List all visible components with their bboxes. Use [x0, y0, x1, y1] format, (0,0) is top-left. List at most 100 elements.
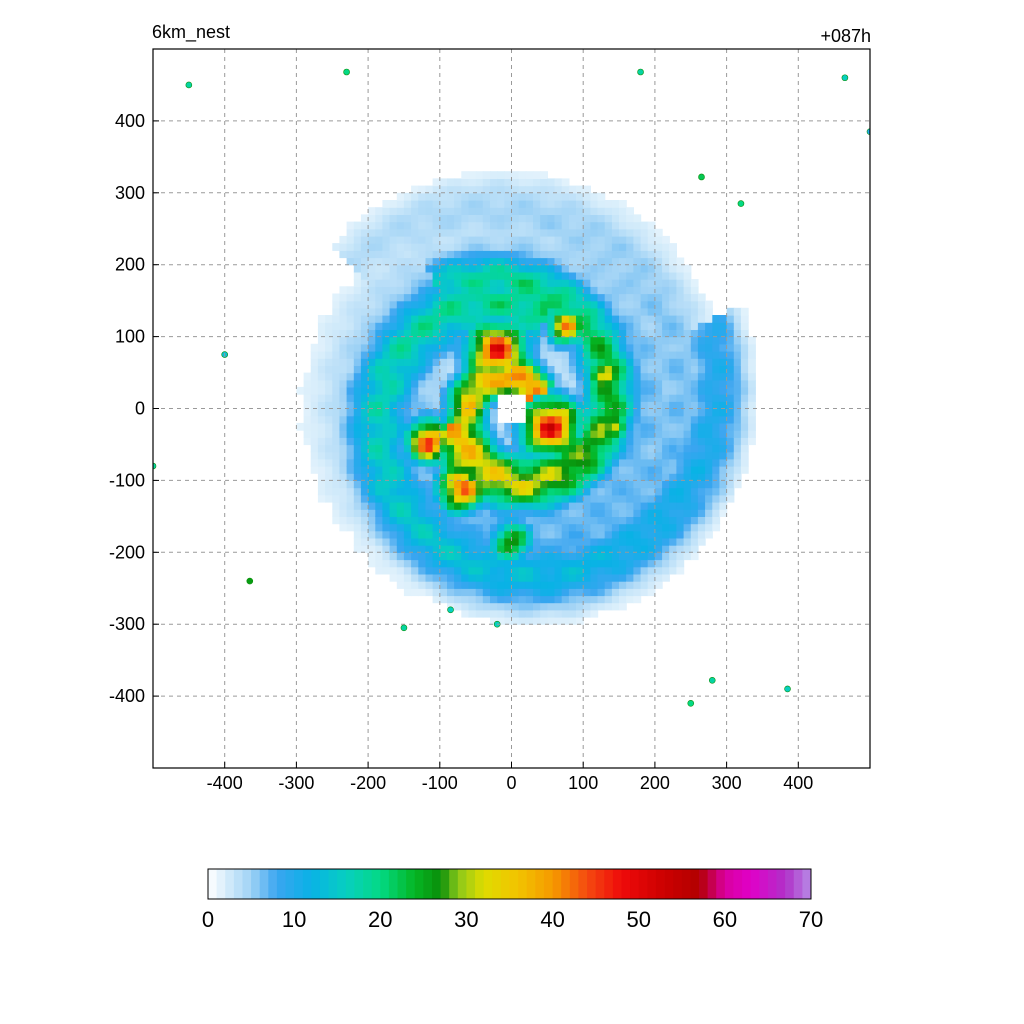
field-cell [454, 401, 462, 410]
field-cell [683, 329, 692, 338]
field-cell [619, 386, 627, 395]
field-cell [317, 343, 326, 352]
field-cell [533, 581, 541, 589]
field-cell [447, 509, 455, 517]
field-cell [346, 401, 355, 410]
field-cell [482, 559, 491, 568]
field-cell [611, 379, 620, 388]
colorbar-bin [500, 869, 510, 899]
field-cell [418, 494, 427, 503]
field-cell [726, 430, 735, 438]
field-cell [310, 437, 319, 446]
field-cell [332, 322, 341, 330]
field-cell [662, 271, 670, 280]
field-cell [518, 502, 527, 510]
field-cell [339, 451, 348, 460]
field-cell [310, 458, 319, 467]
field-cell [382, 257, 391, 266]
field-cell [597, 343, 606, 352]
field-cell [583, 466, 591, 474]
field-cell [454, 207, 462, 215]
field-cell [611, 408, 620, 417]
field-cell [411, 250, 419, 259]
field-cell [568, 343, 577, 352]
field-cell [346, 221, 355, 230]
field-cell [375, 394, 384, 402]
field-cell [525, 250, 534, 259]
field-cell [382, 228, 391, 237]
field-cell [389, 257, 398, 266]
field-cell [683, 322, 692, 330]
field-cell [619, 509, 627, 517]
field-cell [482, 386, 491, 395]
field-cell [733, 365, 742, 374]
field-cell [504, 250, 513, 259]
field-cell [540, 271, 548, 280]
field-cell [554, 552, 563, 561]
field-cell [432, 336, 441, 345]
field-cell [662, 307, 670, 316]
field-cell [533, 509, 541, 517]
field-cell [518, 437, 527, 446]
field-cell [447, 602, 455, 611]
field-cell [676, 394, 685, 402]
field-cell [418, 573, 427, 582]
field-cell [353, 307, 362, 316]
field-cell [475, 573, 484, 582]
field-cell [504, 437, 513, 446]
field-cell [719, 494, 728, 503]
field-cell [368, 322, 376, 330]
field-cell [411, 386, 419, 395]
field-cell [425, 415, 434, 424]
field-cell [475, 235, 484, 244]
field-cell [439, 372, 448, 381]
field-cell [619, 545, 627, 553]
field-cell [389, 243, 398, 251]
field-cell [583, 473, 591, 481]
field-cell [640, 329, 649, 338]
field-cell [662, 430, 670, 438]
field-cell [396, 235, 405, 244]
field-cell [375, 466, 384, 474]
field-cell [697, 444, 706, 453]
field-cell [540, 408, 548, 417]
field-cell [418, 516, 427, 525]
field-cell [396, 271, 405, 280]
field-cell [740, 466, 749, 474]
field-cell [604, 200, 613, 208]
field-cell [497, 358, 505, 366]
field-cell [382, 358, 391, 366]
field-cell [647, 394, 656, 402]
field-cell [547, 523, 556, 532]
field-cell [418, 264, 427, 273]
field-cell [597, 566, 606, 575]
field-cell [733, 386, 742, 395]
field-cell [690, 523, 699, 532]
field-cell [432, 422, 441, 431]
field-cell [439, 358, 448, 366]
field-cell [411, 307, 419, 316]
field-cell [317, 408, 326, 417]
field-cell [712, 329, 721, 338]
field-cell [403, 552, 412, 561]
field-cell [339, 523, 348, 532]
field-cell [447, 573, 455, 582]
field-cell [511, 573, 520, 582]
field-cell [504, 595, 513, 604]
field-cell [461, 588, 470, 597]
field-cell [626, 581, 634, 589]
field-cell [353, 487, 362, 496]
y-tick-label: 0 [135, 399, 145, 419]
field-cell [633, 487, 642, 496]
field-cell [647, 372, 656, 381]
field-cell [317, 394, 326, 402]
field-cell [425, 437, 434, 446]
field-cell [604, 494, 613, 503]
field-cell [647, 466, 656, 474]
x-tick-label: 0 [506, 773, 516, 793]
field-cell [490, 279, 498, 287]
field-cell [540, 523, 548, 532]
field-cell [360, 394, 369, 402]
field-cell [375, 552, 384, 561]
field-cell [640, 509, 649, 517]
